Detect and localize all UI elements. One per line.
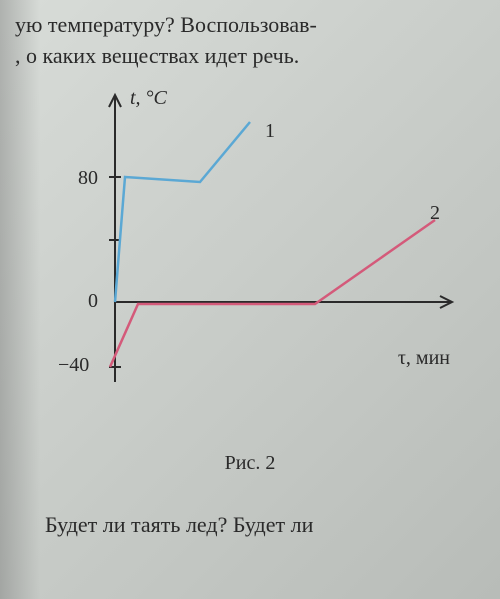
x-axis-label: τ, мин xyxy=(398,347,450,370)
top-line-2: , о каких веществах идет речь. xyxy=(15,43,299,68)
bottom-text: Будет ли таять лед? Будет ли xyxy=(15,510,485,541)
series-1-line xyxy=(115,122,250,302)
top-text: ую температуру? Воспользовав- , о каких … xyxy=(15,10,485,72)
tick-label-neg40: −40 xyxy=(58,354,89,377)
series-2-line xyxy=(110,220,435,367)
series-1-label: 1 xyxy=(265,120,275,143)
series-2-label: 2 xyxy=(430,202,440,225)
tick-label-80: 80 xyxy=(78,167,98,190)
tick-label-0: 0 xyxy=(88,290,98,313)
y-axis-label: t, °C xyxy=(130,87,167,110)
chart: t, °C τ, мин 80 0 −40 1 2 xyxy=(40,92,460,432)
top-line-1: ую температуру? Воспользовав- xyxy=(15,12,317,37)
chart-svg xyxy=(40,92,460,432)
figure-caption: Рис. 2 xyxy=(15,452,485,475)
